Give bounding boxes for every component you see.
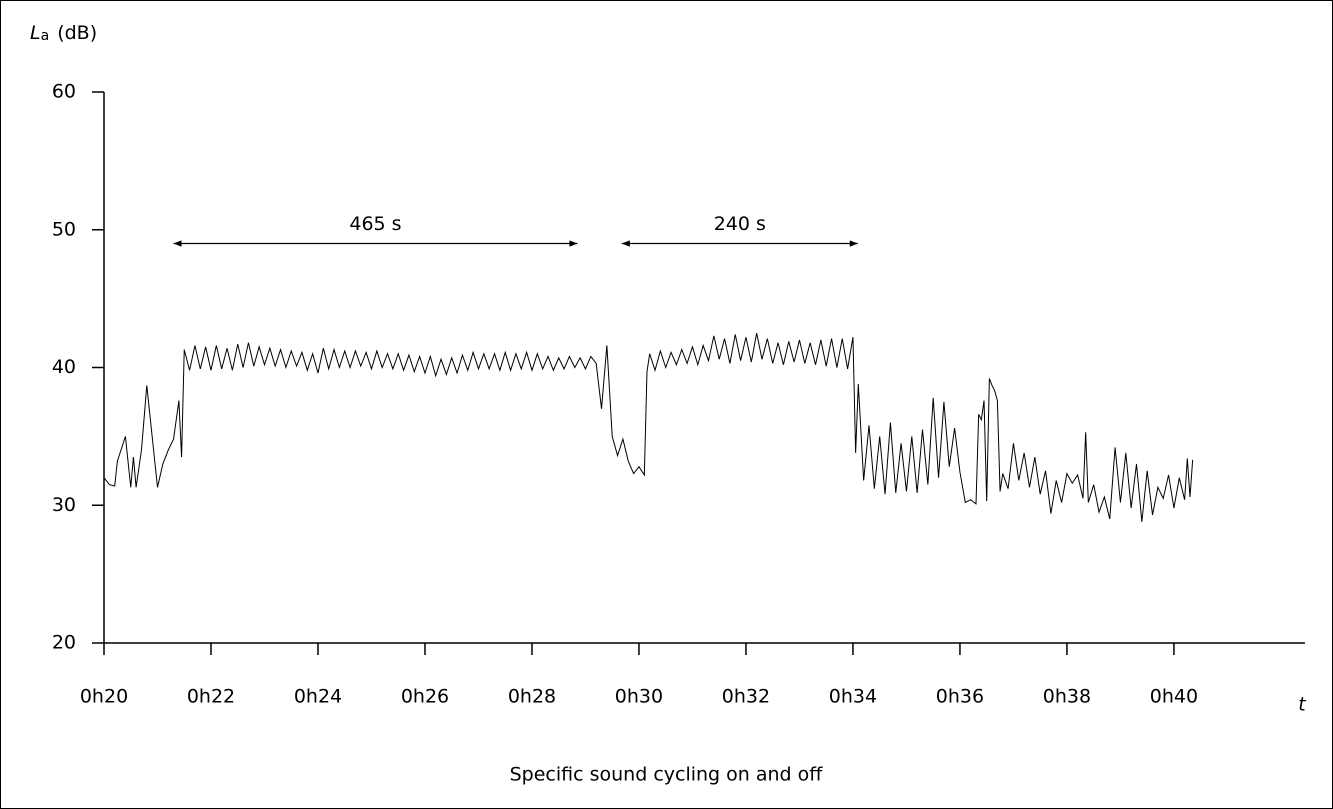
- sound-level-line: [103, 332, 1194, 522]
- x-axis-label: t: [1298, 694, 1307, 716]
- y-tick-label: 30: [52, 494, 76, 516]
- annotation: 240 s: [714, 213, 766, 235]
- y-label-unit: (dB): [57, 22, 97, 44]
- x-tick-label: 0h32: [722, 686, 770, 708]
- y-tick-label: 20: [52, 632, 76, 654]
- x-tick-label: 0h34: [829, 686, 877, 708]
- y-tick-label: 50: [52, 218, 76, 240]
- y-label-subscript: a: [41, 28, 50, 44]
- x-tick-label: 0h36: [936, 686, 984, 708]
- x-tick-label: 0h20: [80, 686, 128, 708]
- y-label-symbol: L: [30, 22, 41, 44]
- x-tick-label: 0h24: [294, 686, 342, 708]
- y-axis-label: La (dB): [30, 22, 97, 45]
- x-tick-label: 0h28: [508, 686, 556, 708]
- x-tick-label: 0h22: [187, 686, 235, 708]
- y-tick-label: 40: [52, 356, 76, 378]
- x-tick-label: 0h26: [401, 686, 449, 708]
- caption: Specific sound cycling on and off: [510, 764, 824, 786]
- y-tick-label: 60: [52, 81, 76, 103]
- x-tick-label: 0h40: [1150, 686, 1198, 708]
- annotation: 465 s: [349, 213, 401, 235]
- x-tick-label: 0h30: [615, 686, 663, 708]
- x-tick-label: 0h38: [1043, 686, 1091, 708]
